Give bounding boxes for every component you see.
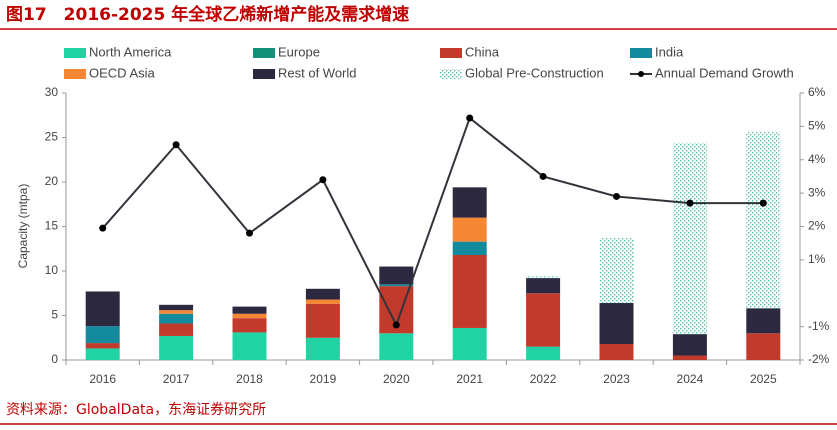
- x-tick-label: 2018: [236, 372, 263, 386]
- legend-swatch: [64, 69, 86, 79]
- demand-point: [319, 176, 327, 184]
- legend-label: Annual Demand Growth: [655, 65, 794, 80]
- legend-label: Global Pre-Construction: [465, 65, 604, 80]
- bar-segment: [599, 343, 634, 360]
- bar-segment: [526, 346, 561, 360]
- bar-segment: [379, 284, 414, 287]
- bar-segment: [379, 333, 414, 360]
- legend-swatch: [440, 48, 462, 58]
- bar-segment: [85, 326, 120, 344]
- legend-swatch: [630, 48, 652, 58]
- x-tick-label: 2019: [310, 372, 337, 386]
- bar-segment: [452, 187, 487, 218]
- y2-tick-label: 3%: [808, 185, 826, 199]
- bar-segment: [599, 238, 634, 304]
- x-tick-label: 2016: [89, 372, 116, 386]
- bar-segment: [526, 276, 561, 279]
- x-tick-label: 2021: [456, 372, 483, 386]
- bar-segment: [746, 308, 781, 334]
- demand-line: [101, 116, 764, 328]
- demand-point: [759, 199, 767, 207]
- bar-segment: [305, 288, 340, 300]
- bar-segment: [159, 304, 194, 311]
- legend-swatch: [440, 69, 462, 79]
- bar-segment: [672, 142, 707, 335]
- y2-tick-label: -2%: [808, 352, 830, 366]
- bar-segment: [526, 278, 561, 294]
- bar-segment: [746, 132, 781, 309]
- demand-point: [392, 321, 400, 329]
- y-tick-label: 30: [45, 85, 59, 99]
- legend-label: China: [465, 44, 500, 59]
- bar-segment: [232, 313, 267, 319]
- bar-segment: [672, 334, 707, 356]
- legend-label: Europe: [278, 44, 320, 59]
- y-axis-label: Capacity (mtpa): [16, 184, 30, 269]
- bar-segment: [85, 343, 120, 349]
- y2-tick-label: 2%: [808, 219, 826, 233]
- bar-segment: [452, 254, 487, 328]
- demand-point: [99, 224, 107, 232]
- y2-tick-label: 5%: [808, 119, 826, 133]
- x-tick-label: 2023: [603, 372, 630, 386]
- legend-label: North America: [89, 44, 172, 59]
- y-tick-label: 15: [45, 219, 59, 233]
- y-tick-label: 10: [45, 263, 59, 277]
- legend-swatch: [638, 71, 644, 77]
- x-tick-label: 2022: [530, 372, 557, 386]
- legend-label: OECD Asia: [89, 65, 156, 80]
- demand-point: [172, 141, 180, 149]
- y-tick-label: 20: [45, 174, 59, 188]
- bar-segment: [599, 303, 634, 344]
- demand-point: [613, 192, 620, 200]
- bar-segment: [672, 355, 707, 360]
- bar-segment: [232, 306, 267, 314]
- y2-tick-label: 4%: [808, 152, 826, 166]
- bar-segment: [159, 323, 194, 336]
- legend-label: Rest of World: [278, 65, 357, 80]
- y2-tick-label: 6%: [808, 85, 826, 99]
- bar-segment: [159, 310, 194, 314]
- legend-swatch: [253, 48, 275, 58]
- bar-segment: [305, 299, 340, 304]
- bar-segment: [305, 337, 340, 360]
- bar-segment: [85, 348, 120, 360]
- source: 资料来源：GlobalData，东海证券研究所: [6, 402, 266, 418]
- x-tick-label: 2020: [383, 372, 410, 386]
- legend-swatch: [64, 48, 86, 58]
- demand-point: [686, 199, 694, 207]
- bar-segment: [159, 313, 194, 324]
- demand-point: [466, 114, 474, 122]
- demand-point: [246, 229, 253, 237]
- y2-tick-label: 1%: [808, 252, 826, 266]
- x-tick-label: 2025: [750, 372, 777, 386]
- bar-segment: [379, 266, 414, 285]
- y2-tick-label: -1%: [808, 319, 830, 333]
- bar-segment: [452, 217, 487, 242]
- chart-title: 图17 2016-2025 年全球乙烯新增产能及需求增速: [6, 4, 409, 25]
- bar-segment: [232, 332, 267, 360]
- bar-segment: [85, 291, 120, 327]
- demand-point: [539, 172, 547, 180]
- legend-swatch: [253, 69, 275, 79]
- x-tick-label: 2017: [163, 372, 190, 386]
- x-tick-label: 2024: [677, 372, 704, 386]
- y-tick-label: 5: [51, 308, 58, 322]
- bar-segment: [746, 333, 781, 360]
- bar-segment: [452, 241, 487, 255]
- y-tick-label: 0: [51, 352, 58, 366]
- bar-segment: [159, 335, 194, 360]
- y-tick-label: 25: [45, 130, 59, 144]
- bar-segment: [232, 318, 267, 333]
- bar-segment: [526, 293, 561, 347]
- bar-segment: [452, 327, 487, 360]
- bar-segment: [305, 303, 340, 338]
- legend-label: India: [655, 44, 684, 59]
